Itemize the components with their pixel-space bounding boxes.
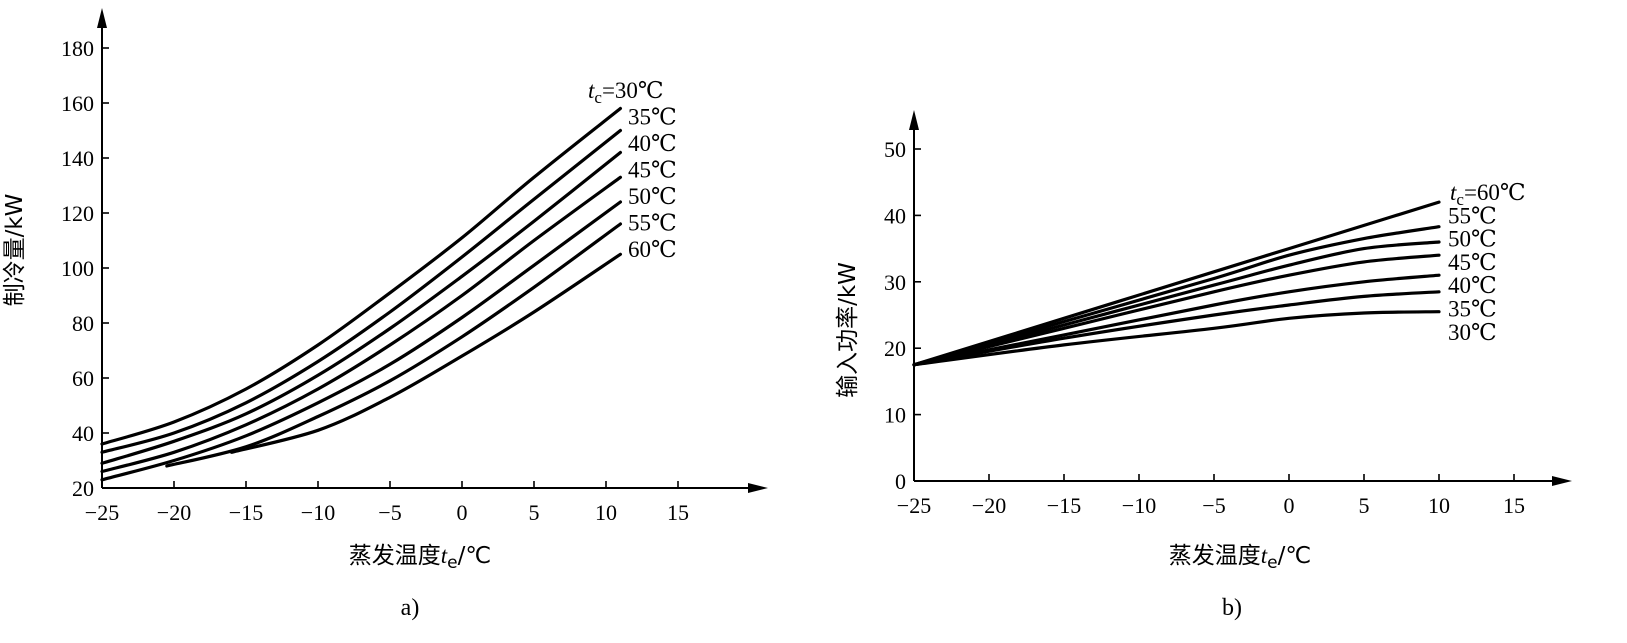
x-tick-label: −25 — [85, 500, 119, 525]
series-line-60℃ — [912, 200, 1441, 367]
series-label-60℃: 60℃ — [628, 237, 677, 262]
series-line-35℃ — [100, 128, 622, 454]
series-line-50℃ — [912, 240, 1441, 367]
series-label-40℃: 40℃ — [1448, 273, 1497, 298]
y-tick-label: 160 — [61, 91, 94, 116]
x-tick-label: 0 — [457, 500, 468, 525]
x-tick-label: −10 — [301, 500, 335, 525]
y-tick-label: 20 — [72, 476, 94, 501]
series-label-55℃: 55℃ — [1448, 203, 1497, 228]
x-axis-arrow — [748, 483, 768, 493]
y-tick-label: 30 — [884, 270, 906, 295]
x-tick-label: −20 — [157, 500, 191, 525]
y-tick-label: 10 — [884, 403, 906, 428]
series-label-35℃: 35℃ — [628, 105, 677, 130]
y-tick-label: 140 — [61, 146, 94, 171]
series-label-35℃: 35℃ — [1448, 297, 1497, 322]
y-tick-label: 20 — [884, 336, 906, 361]
y-axis-title: 输入功率/kW — [835, 262, 861, 398]
series-label-30℃: 30℃ — [1448, 320, 1497, 345]
y-tick-label: 60 — [72, 366, 94, 391]
series-label-45℃: 45℃ — [628, 158, 677, 183]
x-tick-label: 10 — [1428, 493, 1450, 518]
y-axis-title: 制冷量/kW — [2, 194, 28, 307]
series-label-50℃: 50℃ — [1448, 227, 1497, 252]
y-tick-label: 40 — [72, 421, 94, 446]
panel-caption: a) — [401, 595, 420, 621]
series-line-30℃ — [100, 106, 622, 446]
series-line-55℃ — [912, 225, 1441, 367]
y-tick-label: 0 — [895, 469, 906, 494]
series-label-30℃: tc=30℃ — [588, 78, 664, 107]
x-tick-label: 0 — [1284, 493, 1295, 518]
series-label-50℃: 50℃ — [628, 184, 677, 209]
series-label-60℃: tc=60℃ — [1450, 180, 1526, 209]
x-tick-label: −5 — [1202, 493, 1225, 518]
series-line-30℃ — [912, 310, 1441, 367]
y-tick-label: 120 — [61, 201, 94, 226]
x-tick-label: −15 — [229, 500, 263, 525]
x-tick-label: −10 — [1122, 493, 1156, 518]
y-axis-arrow — [909, 110, 919, 130]
series-label-40℃: 40℃ — [628, 131, 677, 156]
y-axis-arrow — [97, 8, 107, 28]
series-line-55℃ — [165, 222, 622, 468]
x-axis-title: 蒸发温度te/℃ — [349, 543, 491, 573]
series-line-40℃ — [100, 150, 622, 465]
x-tick-label: 15 — [1503, 493, 1525, 518]
series-line-60℃ — [230, 252, 622, 454]
x-tick-label: 5 — [1359, 493, 1370, 518]
y-tick-label: 40 — [884, 203, 906, 228]
series-label-55℃: 55℃ — [628, 211, 677, 236]
series-line-40℃ — [912, 273, 1441, 367]
x-tick-label: −25 — [897, 493, 931, 518]
panel-caption: b) — [1222, 595, 1242, 621]
x-tick-label: 15 — [667, 500, 689, 525]
series-line-45℃ — [912, 253, 1441, 367]
series-line-35℃ — [912, 290, 1441, 367]
x-tick-label: −15 — [1047, 493, 1081, 518]
series-label-45℃: 45℃ — [1448, 250, 1497, 275]
y-tick-label: 180 — [61, 36, 94, 61]
chart-panel-b: 0 10 20 30 40 50 −25 −20 −15 −10 −5 0 5 10 15 输入功率/kW 蒸发… — [835, 110, 1572, 621]
series-line-50℃ — [100, 200, 622, 482]
x-axis-arrow — [1552, 476, 1572, 486]
series-line-45℃ — [100, 175, 622, 474]
x-tick-label: 5 — [529, 500, 540, 525]
x-tick-label: −20 — [972, 493, 1006, 518]
x-axis-title: 蒸发温度te/℃ — [1169, 543, 1311, 573]
x-tick-label: −5 — [378, 500, 401, 525]
chart-panel-a: 20 40 60 80 100 120 140 160 180 −25 −20 −15 −10 −5 0 5 1… — [2, 8, 768, 621]
y-tick-label: 50 — [884, 137, 906, 162]
y-tick-label: 100 — [61, 256, 94, 281]
x-tick-label: 10 — [595, 500, 617, 525]
y-tick-label: 80 — [72, 311, 94, 336]
